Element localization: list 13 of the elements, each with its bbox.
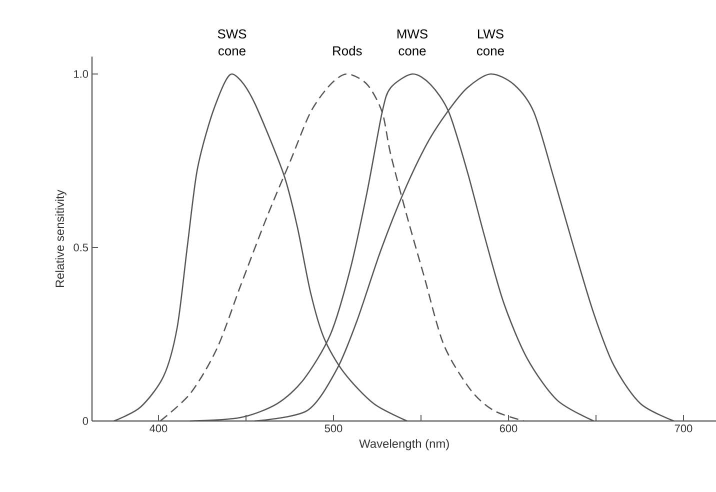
x-tick-label: 600 — [500, 424, 518, 432]
series-label: SWS cone — [218, 29, 246, 56]
y-tick-label: 1.0 — [74, 70, 88, 78]
y-tick-label: 0.5 — [74, 244, 88, 252]
x-axis-title: Wavelength (nm) — [359, 439, 449, 450]
x-tick-label: 500 — [324, 424, 342, 432]
x-tick-label: 700 — [674, 424, 692, 432]
y-axis-title: Relative sensitivity — [55, 190, 66, 288]
series-label: MWS cone — [397, 29, 428, 56]
series-label: Rods — [333, 46, 362, 56]
series-label: LWS cone — [476, 29, 504, 56]
y-tick-label: 0 — [82, 417, 88, 425]
x-tick-label: 400 — [150, 424, 168, 432]
